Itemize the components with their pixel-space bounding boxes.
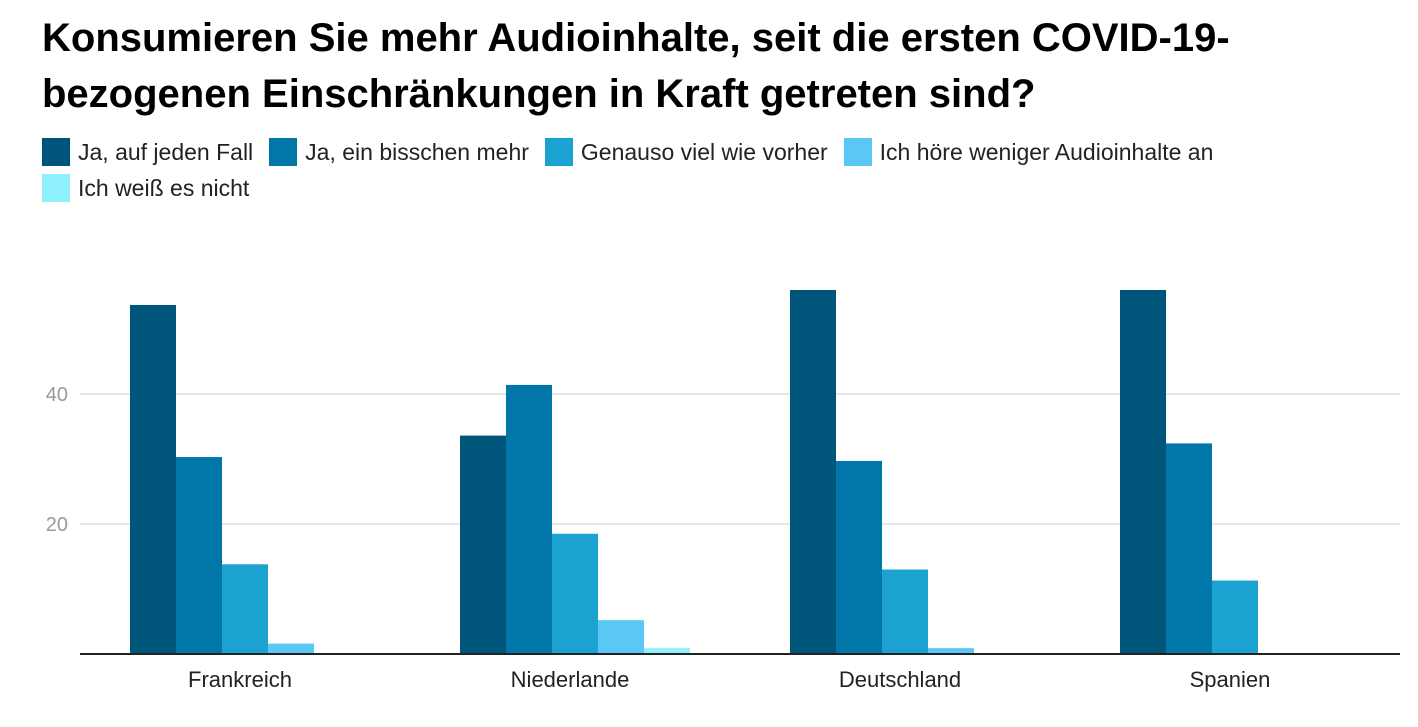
legend-item: Genauso viel wie vorher <box>544 138 828 166</box>
bar <box>928 648 974 654</box>
bar <box>882 569 928 654</box>
legend-label: Genauso viel wie vorher <box>580 138 828 165</box>
bar <box>836 460 882 654</box>
x-category-label: Deutschland <box>839 667 961 692</box>
legend-item: Ja, ein bisschen mehr <box>269 138 529 166</box>
legend-label: Ja, ein bisschen mehr <box>305 138 529 165</box>
legend-swatch <box>42 138 70 166</box>
bar <box>460 435 506 654</box>
legend-swatch <box>843 138 872 166</box>
bar <box>552 533 598 654</box>
legend-label: Ja, auf jeden Fall <box>78 138 254 165</box>
legend-label: Ich weiß es nicht <box>78 174 250 201</box>
legend-label: Ich höre weniger Audioinhalte an <box>879 138 1214 165</box>
bar <box>790 290 836 654</box>
bar <box>1120 290 1166 654</box>
bar <box>1212 580 1258 654</box>
chart-title: Konsumieren Sie mehr Audioinhalte, seit … <box>42 16 1230 116</box>
legend-swatch <box>544 138 573 166</box>
x-category-label: Niederlande <box>511 667 630 692</box>
bars <box>130 290 1258 654</box>
bar <box>644 648 690 654</box>
bar <box>176 457 222 654</box>
legend-item: Ja, auf jeden Fall <box>42 138 253 166</box>
legend-swatch <box>269 138 298 166</box>
bar <box>506 384 552 654</box>
bar <box>598 620 644 654</box>
legend-item: Ich höre weniger Audioinhalte an <box>843 138 1214 166</box>
bar <box>1166 443 1212 654</box>
x-labels: Frankreich Niederlande Deutschland Spanien <box>188 667 1270 692</box>
x-category-label: Spanien <box>1190 667 1271 692</box>
legend-swatch <box>42 174 70 202</box>
bar <box>222 564 268 654</box>
legend: Ja, auf jeden Fall Ja, ein bisschen mehr G… <box>42 138 1382 202</box>
y-tick-label: 20 <box>46 514 68 536</box>
legend-item: Ich weiß es nicht <box>42 174 249 202</box>
bar <box>268 643 314 654</box>
bar <box>130 304 176 654</box>
x-category-label: Frankreich <box>188 667 292 692</box>
y-tick-label: 40 <box>46 384 68 406</box>
